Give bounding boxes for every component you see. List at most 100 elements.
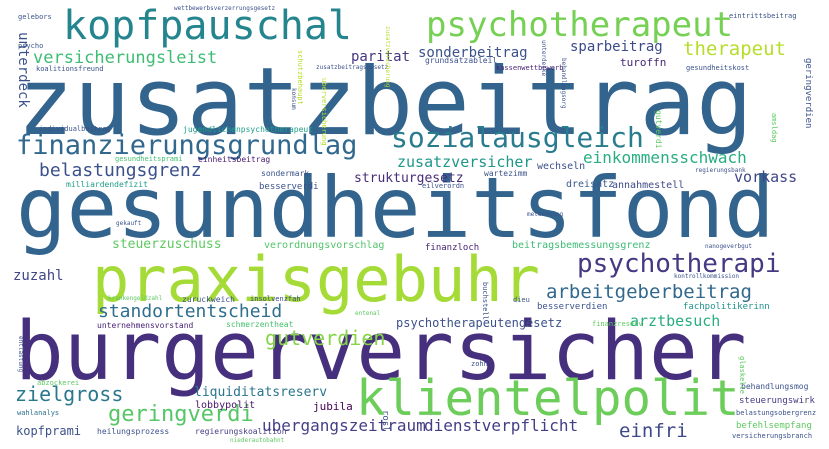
word-heilungsprozess: heilungsprozess: [97, 427, 170, 436]
word-lobbypolit: lobbypolit: [195, 400, 256, 411]
word-zusatzbeitrag: zusatzbeitrag: [17, 48, 753, 157]
word-unterdeck: unterdeck: [15, 32, 31, 108]
word-steuerzuschuss: steuerzuschuss: [112, 237, 222, 252]
word-amsldag: amsldag: [770, 113, 778, 143]
word-nanogeverbgut: nanogeverbgut: [705, 243, 752, 250]
word-regierungskoalition: regierungskoalition: [195, 427, 287, 436]
word-zusatzverscherung: zusatzverscherung: [384, 26, 391, 88]
word-arbeitgeberbeitrag: arbeitgeberbeitrag: [546, 281, 752, 303]
word-krankengeldzahl: krankengeldzahl: [108, 295, 163, 302]
word-zusatzbeitragsgesetz: zusatzbeitragsgesetz: [316, 64, 389, 71]
word-zusatzversicher: zusatzversicher: [397, 153, 533, 171]
word-glaskelle: glaskelle: [738, 356, 746, 394]
word-grundsatzableil: grundsatzableil: [425, 56, 498, 65]
word-dreisatz: dreisatz: [566, 179, 615, 190]
word-behandlungsmog: behandlungsmog: [741, 382, 809, 391]
word-zohn: zohn: [471, 360, 488, 368]
word-wechseln: wechseln: [537, 161, 586, 172]
word-annahmestell: annahmestell: [612, 180, 685, 191]
word-paritat: paritat: [351, 49, 411, 65]
word-kopfpauschal: kopfpauschal: [63, 3, 352, 49]
word-wahlanalys: wahlanalys: [17, 409, 60, 417]
word-ubergangszeitraum: ubergangszeitraum: [262, 416, 426, 435]
word-gutverdi: gutverdi: [654, 110, 663, 149]
word-kontrollkommission: kontrollkommission: [674, 273, 740, 280]
word-vorkass: vorkass: [734, 168, 798, 186]
word-einfri: einfri: [619, 420, 688, 442]
word-fachpolitikerinn: fachpolitikerinn: [683, 302, 770, 312]
word-versicherungsbranch: versicherungsbranch: [732, 432, 813, 440]
word-milliardendefizit: milliardendefizit: [66, 180, 148, 189]
word-therapeut: therapeut: [683, 38, 786, 60]
word-insolvenzfah: insolvenzfah: [250, 295, 301, 303]
word-entenal: entenal: [355, 310, 381, 317]
word-eintrittsbeitrag: eintrittsbeitrag: [729, 12, 797, 20]
word-finanzloch: finanzloch: [425, 243, 480, 253]
word-niederautobahnt: niederautobahnt: [230, 437, 285, 444]
word-einheitsbeitrag: einheitsbeitrag: [198, 155, 271, 164]
word-wartezimm: wartezimm: [484, 169, 528, 178]
word-burgerversicher: burgerversicher: [15, 305, 747, 399]
word-gekauft: gekauft: [116, 220, 142, 227]
word-praxisgebuhr: praxisgebuhr: [92, 243, 540, 316]
word-psychotherapeutengesetz: psychotherapeutengesetz: [396, 316, 563, 330]
word-geringverdi: geringverdi: [108, 402, 254, 427]
word-buchstell: buchstell: [481, 282, 489, 320]
word-uberversicherung: uberversicherung: [320, 78, 328, 146]
word-liquiditatsreserv: liquiditatsreserv: [194, 385, 328, 400]
word-gelebors: gelebors: [18, 13, 52, 21]
word-jubila: jubila: [313, 400, 353, 413]
word-einkommensschwach: einkommensschwach: [583, 148, 747, 167]
word-verordnungsvorschlag: verordnungsvorschlag: [264, 240, 385, 251]
word-arztbesuch: arztbesuch: [630, 312, 721, 330]
word-besserverdien: besserverdien: [537, 302, 608, 312]
word-wettbewerbsverzerrungsgesetz: wettbewerbsverzerrungsgesetz: [174, 5, 276, 12]
word-versicherungsleist: versicherungsleist: [33, 48, 218, 68]
word-finanzierungsgrundlag: finanzierungsgrundlag: [16, 130, 358, 161]
word-schmerzentheat: schmerzentheat: [226, 320, 294, 329]
word-eilverordn: eilverordn: [422, 182, 465, 190]
word-gesundheitskost: gesundheitskost: [686, 64, 750, 72]
word-psychotherapi: psychotherapi: [577, 249, 781, 279]
word-zielgross: zielgross: [15, 382, 124, 406]
word-gutverdien: gutverdien: [265, 326, 386, 350]
word-rosl: rosl: [380, 410, 390, 432]
word-besserverdi: besserverdi: [259, 182, 319, 192]
word-kopfprami: kopfprami: [16, 424, 82, 438]
word-kassenwettbewerb: kassenwettbewerb: [496, 64, 564, 72]
word-sparbeitrag: sparbeitrag: [570, 39, 663, 55]
word-gesundheitsprami: gesundheitsprami: [115, 155, 183, 163]
word-schutzbehaupt: schutzbehaupt: [296, 50, 304, 105]
word-unternehmensvorstand: unternehmensvorstand: [97, 321, 194, 330]
word-zuruckweich: zuruckweich: [182, 295, 235, 304]
word-geringverdien: geringverdien: [803, 58, 813, 129]
word-klientelpolit: klientelpolit: [356, 370, 740, 427]
word-belastungsobergrenz: belastungsobergrenz: [736, 409, 817, 417]
word-abzockerei: abzockerei: [37, 379, 80, 387]
word-zuzahl: zuzahl: [13, 268, 64, 284]
word-belastungsgrenz: belastungsgrenz: [39, 160, 202, 181]
word-behandlungsorg: behandlungsorg: [560, 58, 567, 109]
word-dieu: dieu: [513, 296, 530, 304]
word-sonderbeitrag: sonderbeitrag: [418, 45, 528, 61]
word-turoffn: turoffn: [620, 56, 667, 69]
word-individualbeitrag: individualbeitrag: [39, 125, 111, 133]
word-gesundheitsfond: gesundheitsfond: [16, 159, 775, 257]
word-entlastung: entlastung: [17, 336, 24, 373]
word-befehlsempfang: befehlsempfang: [736, 421, 812, 431]
word-konsum: konsum: [290, 88, 297, 110]
word-sondermark: sondermark: [261, 169, 310, 178]
word-regierungsbank: regierungsbank: [695, 167, 746, 174]
word-standortentscheid: standortentscheid: [98, 301, 283, 322]
word-sozialausgleich: sozialausgleich: [391, 121, 644, 154]
word-steuerungswirk: steuerungswirk: [739, 396, 815, 406]
word-finanzreserv: finanzreserv: [592, 320, 643, 328]
word-psycho: psycho: [18, 42, 44, 50]
word-unterdecke: unterdecke: [540, 40, 547, 77]
word-dienstverpflicht: dienstverpflicht: [424, 416, 579, 435]
word-koalitionsfreund: koalitionsfreund: [36, 65, 104, 73]
word-beitragsbemessungsgrenz: beitragsbemessungsgrenz: [512, 240, 651, 251]
word-meteorolog: meteorolog: [527, 211, 564, 218]
word-jugendlichenpsychotherapeut: jugendlichenpsychotherapeut: [183, 125, 314, 134]
